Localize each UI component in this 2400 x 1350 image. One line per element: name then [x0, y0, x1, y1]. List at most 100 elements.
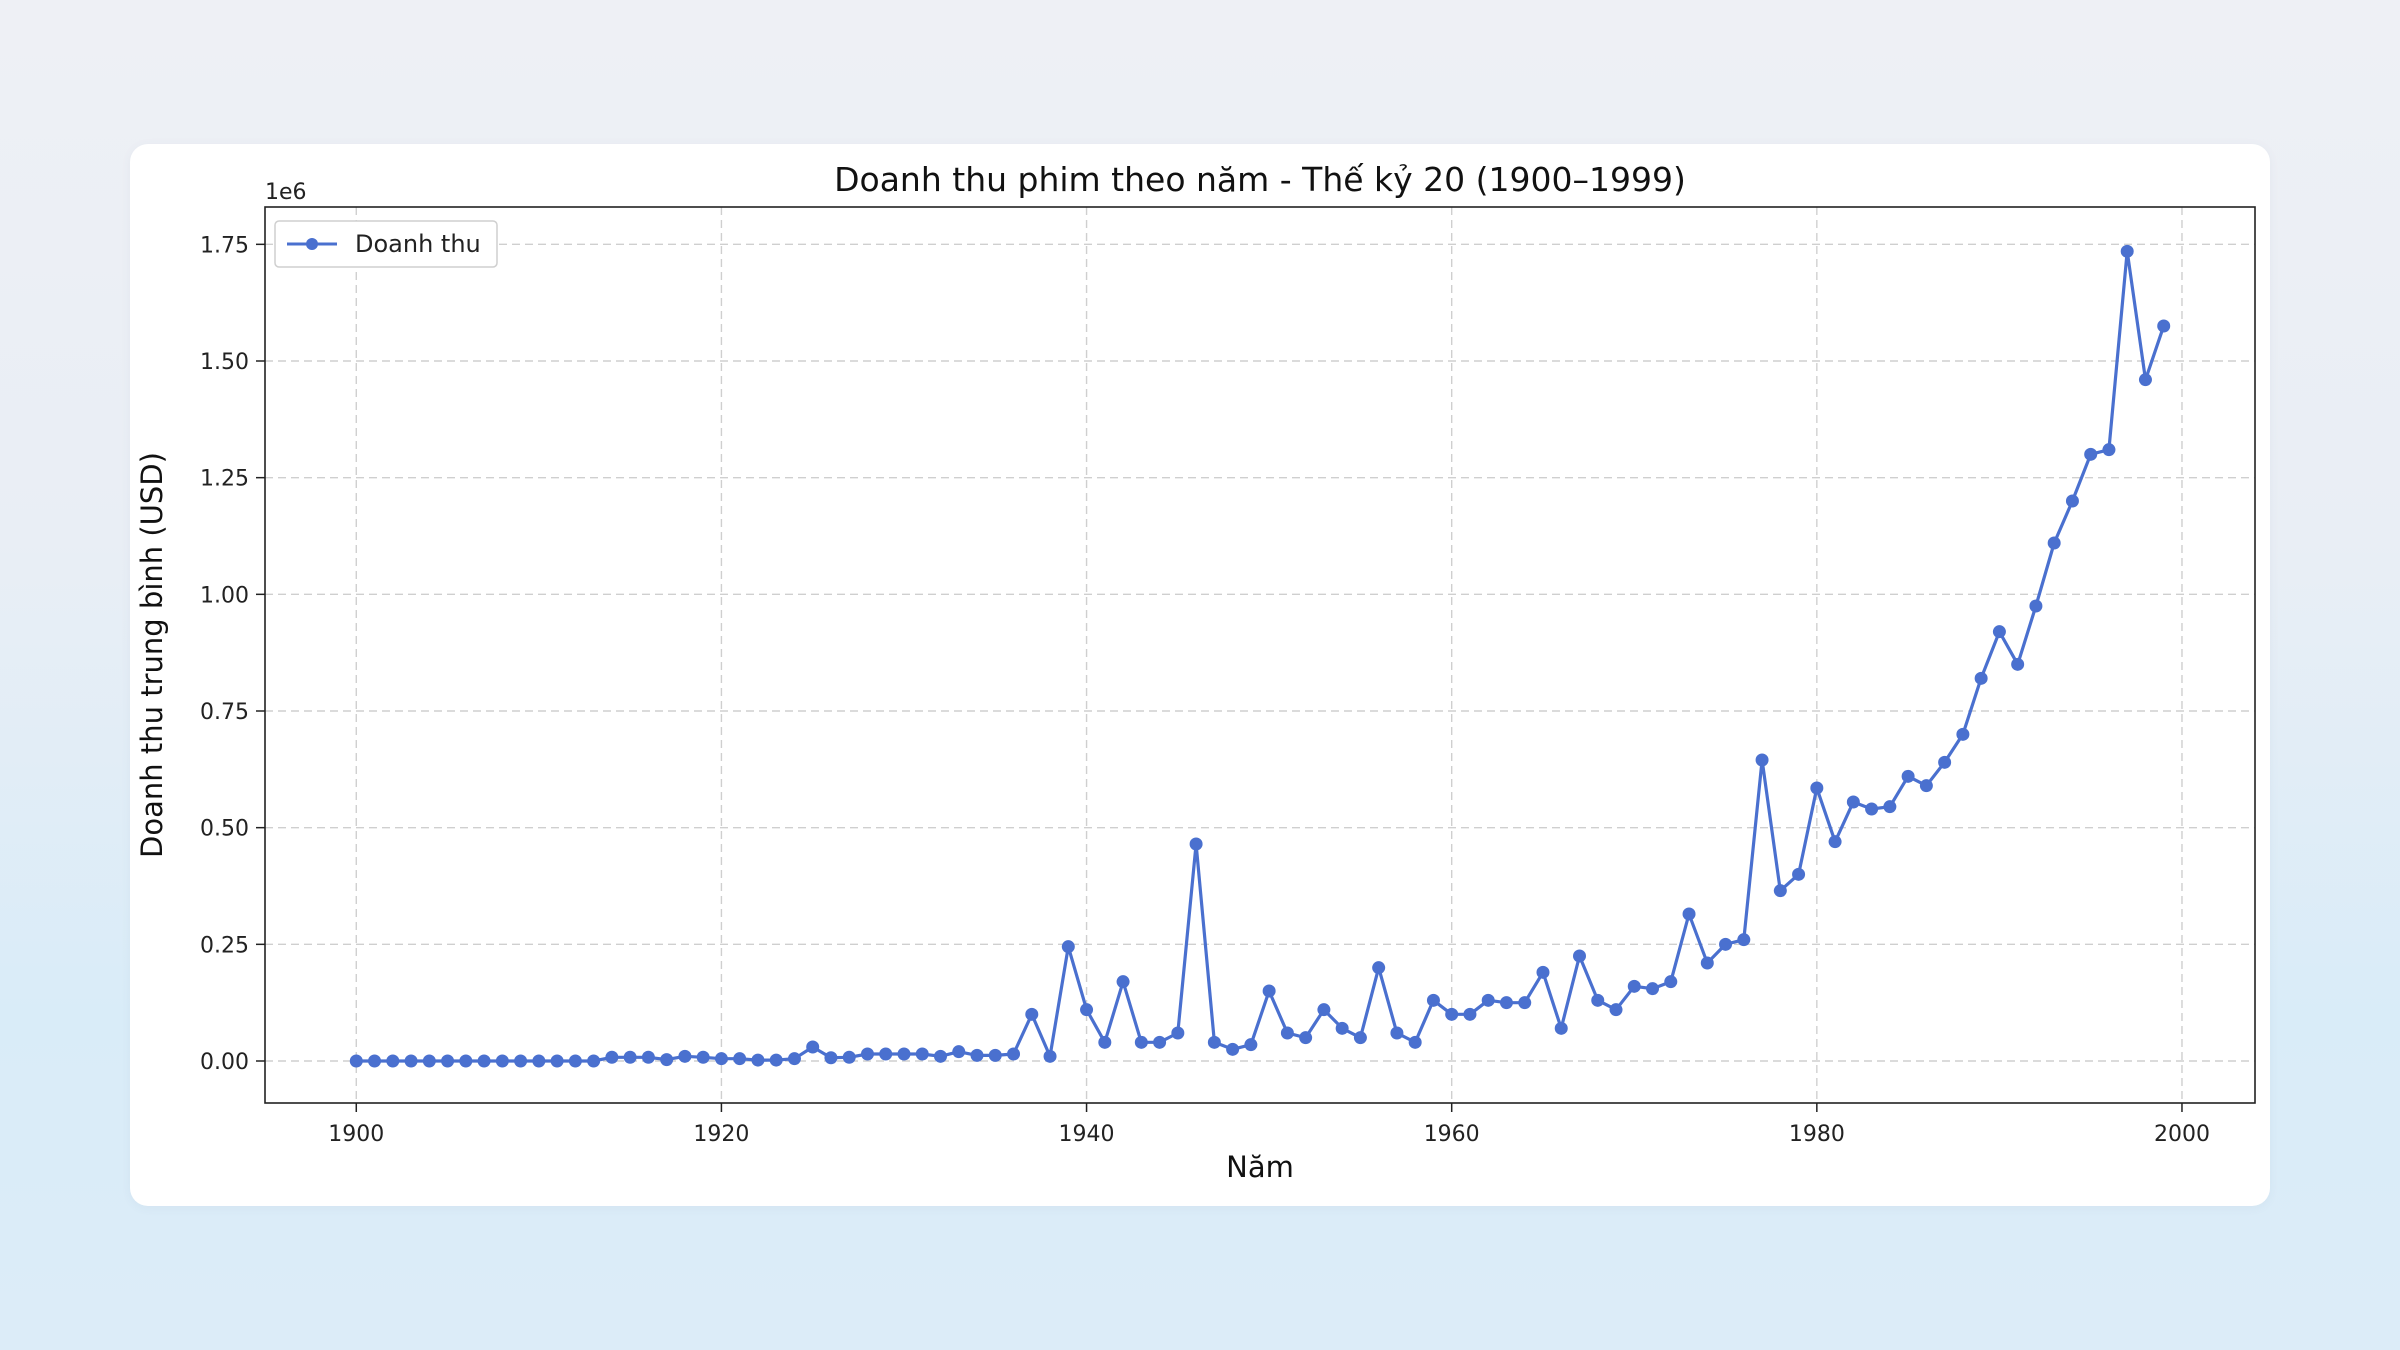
data-point	[1280, 1026, 1294, 1040]
y-tick-label: 1.00	[200, 583, 249, 608]
data-point	[714, 1052, 728, 1066]
y-tick-label: 0.00	[200, 1050, 249, 1075]
data-point	[1773, 884, 1787, 898]
data-point	[1792, 867, 1806, 881]
data-point	[915, 1047, 929, 1061]
data-point	[1061, 940, 1075, 954]
data-point	[1646, 982, 1660, 996]
data-point	[1080, 1003, 1094, 1017]
data-point	[532, 1054, 546, 1068]
data-point	[1207, 1035, 1221, 1049]
data-point	[1098, 1035, 1112, 1049]
chart-title: Doanh thu phim theo năm - Thế kỷ 20 (190…	[834, 160, 1686, 199]
data-point	[568, 1054, 582, 1068]
data-point	[477, 1054, 491, 1068]
data-point	[1025, 1007, 1039, 1021]
data-point	[1810, 781, 1824, 795]
data-point	[733, 1052, 747, 1066]
plot-frame	[264, 206, 2256, 1104]
y-axis-label: Doanh thu trung bình (USD)	[135, 452, 169, 858]
y-tick-label: 0.75	[200, 700, 249, 725]
data-point	[1700, 956, 1714, 970]
chart-card: 1900 1920 1940 1960 1980 2000 0.00 0.25 0.50 0.75…	[130, 144, 2270, 1206]
data-point	[1481, 993, 1495, 1007]
x-tick-label: 1980	[1789, 1122, 1845, 1147]
data-point	[842, 1050, 856, 1064]
data-point	[988, 1048, 1002, 1062]
data-point	[1390, 1026, 1404, 1040]
data-point	[696, 1050, 710, 1064]
data-point	[1043, 1049, 1057, 1063]
data-point	[1627, 979, 1641, 993]
data-point	[2065, 494, 2079, 508]
data-point	[441, 1054, 455, 1068]
data-point	[1919, 779, 1933, 793]
data-point	[1883, 800, 1897, 814]
data-point	[787, 1052, 801, 1066]
data-point	[2011, 657, 2025, 671]
data-point	[1372, 961, 1386, 975]
data-point	[751, 1053, 765, 1067]
x-tick-label: 1940	[1059, 1122, 1115, 1147]
y-axis-offset-label: 1e6	[265, 180, 307, 205]
data-point	[2138, 373, 2152, 387]
data-point	[1572, 949, 1586, 963]
data-point	[368, 1054, 382, 1068]
data-point	[1335, 1021, 1349, 1035]
y-tick-label: 1.50	[200, 350, 249, 375]
data-point	[495, 1054, 509, 1068]
data-point	[349, 1054, 363, 1068]
y-tick-label: 1.75	[200, 233, 249, 258]
x-tick-label: 2000	[2154, 1122, 2210, 1147]
data-point	[1609, 1003, 1623, 1017]
data-point	[1828, 835, 1842, 849]
data-point	[1591, 993, 1605, 1007]
data-point	[1262, 984, 1276, 998]
data-point	[1682, 907, 1696, 921]
data-point	[879, 1047, 893, 1061]
y-tick-label: 1.25	[200, 467, 249, 492]
data-point	[897, 1047, 911, 1061]
data-point	[1499, 996, 1513, 1010]
data-point	[970, 1048, 984, 1062]
data-point	[1554, 1021, 1568, 1035]
data-point	[1463, 1007, 1477, 1021]
series-layer	[349, 244, 2171, 1068]
data-point	[386, 1054, 400, 1068]
data-point	[1974, 671, 1988, 685]
data-point	[660, 1053, 674, 1067]
data-point	[422, 1054, 436, 1068]
data-point	[1755, 753, 1769, 767]
y-tick-label: 0.25	[200, 933, 249, 958]
data-point	[1518, 996, 1532, 1010]
data-point	[2084, 447, 2098, 461]
data-point	[1956, 727, 1970, 741]
data-point	[1317, 1003, 1331, 1017]
data-point	[1299, 1031, 1313, 1045]
data-point	[1992, 625, 2006, 639]
data-point	[641, 1050, 655, 1064]
data-point	[824, 1051, 838, 1065]
x-axis-label: Năm	[1226, 1150, 1294, 1184]
data-point	[2157, 319, 2171, 333]
y-tick-label: 0.50	[200, 817, 249, 842]
data-point	[806, 1040, 820, 1054]
data-point	[1353, 1031, 1367, 1045]
data-point	[1153, 1035, 1167, 1049]
data-point	[769, 1053, 783, 1067]
data-point	[1737, 933, 1751, 947]
data-point	[459, 1054, 473, 1068]
data-point	[1007, 1047, 1021, 1061]
data-point	[1116, 975, 1130, 989]
data-point	[2120, 244, 2134, 258]
data-point	[1171, 1026, 1185, 1040]
legend: Doanh thu	[274, 220, 498, 268]
data-point	[1865, 802, 1879, 816]
data-point	[1426, 993, 1440, 1007]
data-point	[1189, 837, 1203, 851]
data-point	[1244, 1038, 1258, 1052]
data-point	[1846, 795, 1860, 809]
x-tick-label: 1960	[1424, 1122, 1480, 1147]
data-point	[678, 1049, 692, 1063]
data-point	[1134, 1035, 1148, 1049]
